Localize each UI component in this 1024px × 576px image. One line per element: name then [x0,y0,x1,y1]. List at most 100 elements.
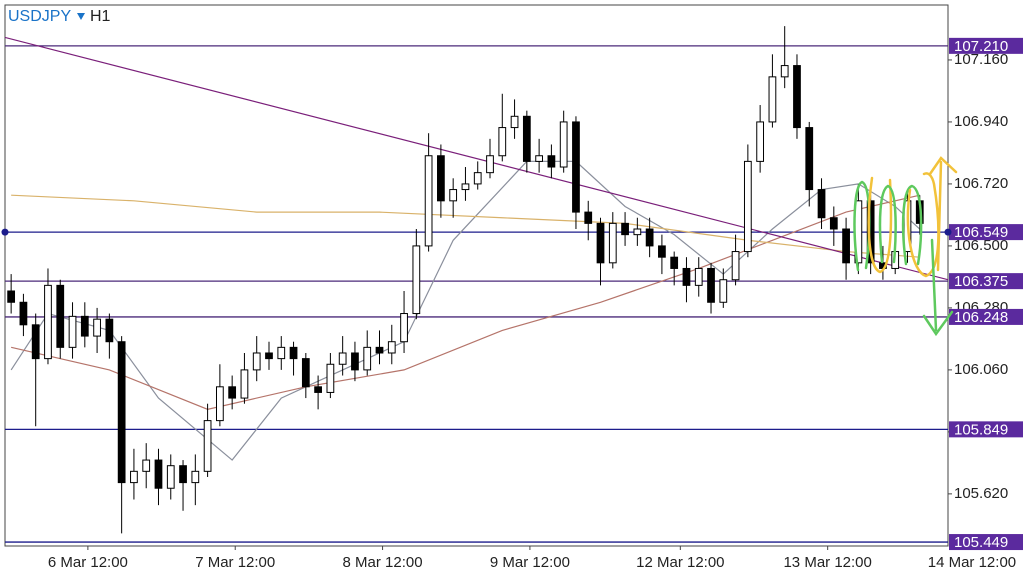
level-label: 106.248 [954,309,1008,326]
axes: 107.160106.940106.720106.500106.280106.0… [1,38,1023,571]
indicator-line [11,194,920,410]
x-tick-label: 7 Mar 12:00 [195,554,275,571]
candle-body [694,267,703,286]
candle-body [19,301,28,326]
candle-body [449,189,458,202]
candle-body [719,279,728,303]
candle-body [670,256,679,269]
candle-body [461,183,470,191]
candle-body [645,228,654,247]
candle-body [633,228,642,236]
candle-body [314,386,322,393]
level-label-box [949,224,1023,241]
candle-body [240,369,249,399]
candle-body [31,324,40,360]
candle-body [829,217,838,230]
candle-body [203,420,212,472]
candle-body [707,267,715,303]
candle-body [265,352,273,360]
candle-body [608,222,617,264]
candle-body [166,465,175,489]
candle-body [351,352,359,371]
candle-body [387,341,396,354]
plot-frame [4,4,949,547]
candle-body [817,189,826,219]
candle-body [621,222,629,236]
candle-body [301,358,310,388]
candle-body [326,363,335,393]
level-label: 107.210 [954,38,1008,55]
level-label: 105.449 [954,534,1008,551]
candle-body [56,284,65,348]
candle-body [93,318,101,337]
x-tick-label: 9 Mar 12:00 [490,554,570,571]
candle-body [743,160,752,253]
candle-body [768,76,777,123]
level-label-box [949,534,1023,551]
x-tick-label: 6 Mar 12:00 [48,554,128,571]
candle-body [584,211,593,224]
candle-body [842,228,850,264]
y-tick-label: 106.720 [954,175,1008,192]
candle-body [375,346,384,354]
candle-body [486,155,494,174]
green-loop [901,184,923,266]
dropdown-icon[interactable] [77,13,85,20]
level-dot [1,228,9,236]
candle-body [756,121,765,162]
candle-body [559,121,568,168]
candle-body [130,470,138,484]
candle-body [44,284,52,360]
y-tick-label: 105.620 [954,485,1008,502]
indicator-line [5,36,948,281]
candle-body [522,115,531,162]
down-arrow [922,238,954,337]
candle-body [80,315,89,337]
y-tick-label: 106.940 [954,113,1008,130]
candle-body [572,121,580,213]
candle-body [682,267,691,286]
candle-body [289,346,298,360]
candle-body [142,459,151,472]
candle-body [400,313,408,343]
level-dot [944,228,952,236]
level-label: 106.375 [954,273,1008,290]
candle-body [191,470,200,484]
candle-body [117,341,126,484]
candle-body [498,127,507,157]
candle-body [437,155,445,202]
candle-body [596,222,605,264]
timeframe: H1 [90,8,111,25]
candle-body [547,155,556,168]
candle-body [7,290,16,303]
y-tick-label: 106.060 [954,361,1008,378]
level-label-box [949,421,1023,438]
candle-body [424,155,433,247]
green-loop [878,184,897,264]
candle-body [68,315,77,348]
level-label-box [949,273,1023,290]
x-tick-label: 8 Mar 12:00 [343,554,423,571]
level-label-box [949,308,1023,325]
x-tick-label: 14 Mar 12:00 [928,554,1016,571]
y-tick-label: 107.160 [954,51,1008,68]
candle-body [731,251,740,281]
candle-body [105,318,114,343]
x-tick-label: 12 Mar 12:00 [636,554,724,571]
candle-body [228,386,237,399]
candle-body [510,115,519,129]
plot-area [5,26,948,543]
indicator-line [11,194,920,258]
candle-body [363,346,372,371]
candle-body [473,172,482,185]
candle-body [179,465,187,484]
candle-body [805,127,814,191]
candle-body [277,346,286,360]
x-tick-label: 13 Mar 12:00 [783,554,871,571]
candle-body [412,245,421,315]
up-arrow [928,156,958,272]
level-label: 105.849 [954,421,1008,438]
candle-body [658,245,666,258]
